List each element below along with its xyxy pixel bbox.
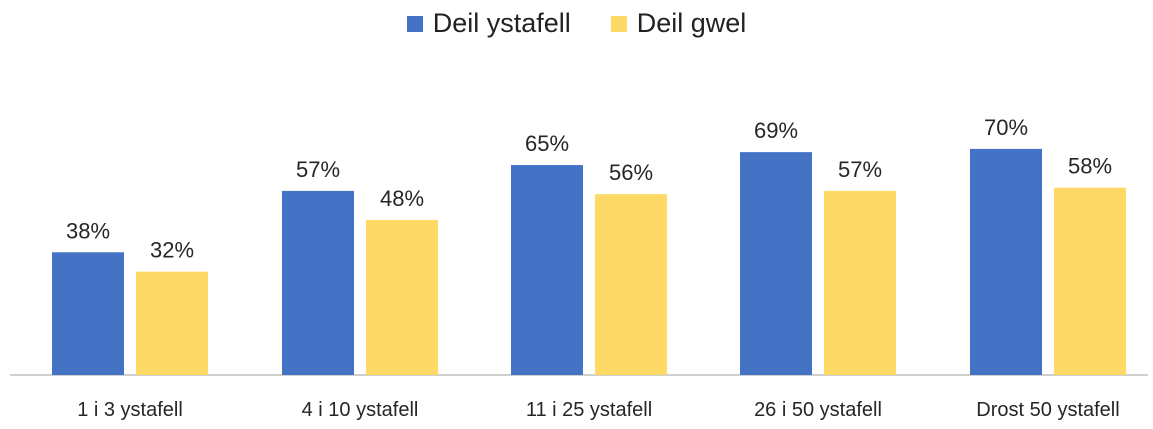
data-label-series-2-5: 58% (1068, 154, 1112, 179)
legend-swatch-series-2 (610, 15, 627, 32)
legend-label-series-1: Deil ystafell (432, 8, 571, 38)
bar-series-2-2 (366, 219, 438, 375)
legend: Deil ystafell Deil gwel (0, 8, 1153, 39)
legend-item-series-2: Deil gwel (610, 8, 747, 39)
x-tick-label-5: Drost 50 ystafell (976, 399, 1119, 421)
data-label-series-2-2: 48% (380, 186, 424, 211)
x-tick-label-2: 4 i 10 ystafell (302, 399, 419, 421)
x-tick-label-3: 11 i 25 ystafell (526, 399, 652, 421)
bar-series-2-5 (1054, 187, 1126, 375)
data-label-series-1-1: 38% (66, 218, 110, 243)
data-label-series-2-1: 32% (150, 238, 194, 263)
legend-item-series-1: Deil ystafell (406, 8, 571, 39)
data-label-series-1-2: 57% (296, 157, 340, 182)
x-tick-label-4: 26 i 50 ystafell (754, 399, 882, 421)
data-label-series-1-4: 69% (754, 118, 798, 143)
data-label-series-2-3: 56% (609, 160, 653, 185)
legend-label-series-2: Deil gwel (636, 8, 747, 38)
data-label-series-1-3: 65% (525, 131, 569, 156)
bar-series-2-1 (136, 271, 208, 375)
bar-series-1-1 (52, 252, 124, 375)
bar-series-1-2 (282, 190, 354, 375)
bar-series-1-5 (970, 148, 1042, 375)
bar-series-1-4 (740, 152, 812, 375)
legend-swatch-series-1 (406, 15, 423, 32)
bar-series-2-3 (595, 194, 667, 375)
data-label-series-1-5: 70% (984, 115, 1028, 140)
bar-series-1-3 (511, 165, 583, 375)
data-label-series-2-4: 57% (838, 157, 882, 182)
bar-series-2-4 (824, 190, 896, 375)
x-tick-label-1: 1 i 3 ystafell (77, 399, 183, 421)
